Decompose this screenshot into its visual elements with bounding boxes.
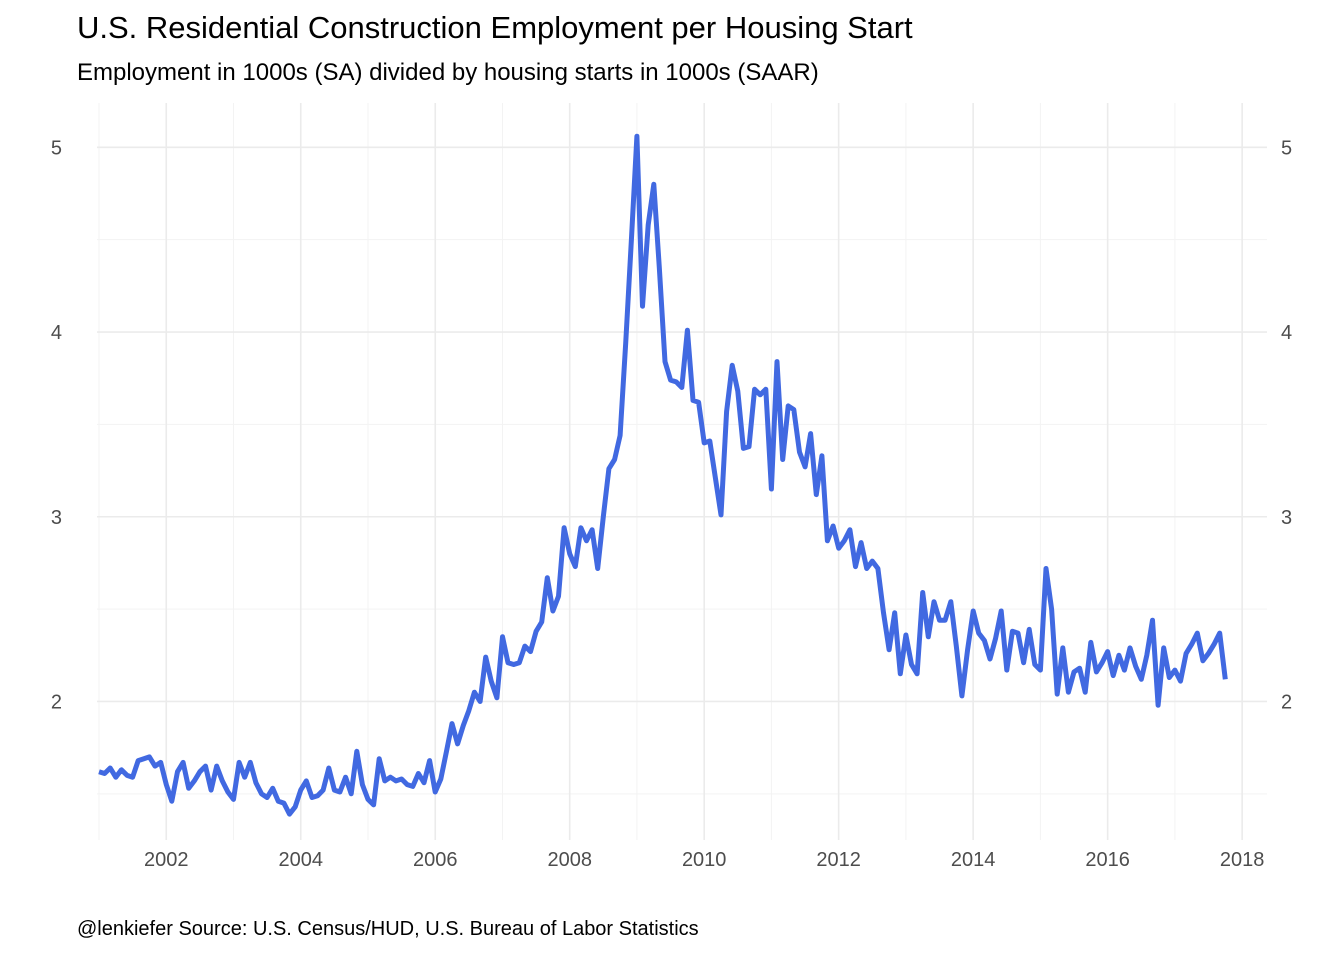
y-tick-label-right: 4: [1281, 322, 1292, 344]
y-tick-label-left: 2: [51, 691, 62, 713]
x-tick-label: 2014: [951, 849, 996, 871]
x-tick-label: 2018: [1220, 849, 1265, 871]
series-line: [98, 133, 1228, 817]
y-tick-label-right: 5: [1281, 137, 1292, 159]
x-tick-label: 2016: [1085, 849, 1130, 871]
series-layer: [98, 133, 1228, 817]
y-tick-label-left: 3: [51, 507, 62, 529]
x-tick-label: 2004: [278, 849, 323, 871]
chart-subtitle: Employment in 1000s (SA) divided by hous…: [77, 59, 819, 86]
grid-lines: [97, 103, 1267, 840]
y-tick-label-right: 2: [1281, 691, 1292, 713]
axis-tick-labels: 2002 2004 2006 2008 2010 2012 2014 2016 2018 2 2 3 3…: [51, 137, 1292, 871]
y-tick-label-left: 4: [51, 322, 62, 344]
x-tick-label: 2008: [547, 849, 592, 871]
chart-title: U.S. Residential Construction Employment…: [77, 10, 913, 45]
x-tick-label: 2006: [413, 849, 458, 871]
x-tick-label: 2002: [144, 849, 189, 871]
x-tick-label: 2010: [682, 849, 727, 871]
y-tick-label-right: 3: [1281, 507, 1292, 529]
x-tick-label: 2012: [816, 849, 861, 871]
y-tick-label-left: 5: [51, 137, 62, 159]
chart-caption: @lenkiefer Source: U.S. Census/HUD, U.S.…: [77, 918, 699, 940]
